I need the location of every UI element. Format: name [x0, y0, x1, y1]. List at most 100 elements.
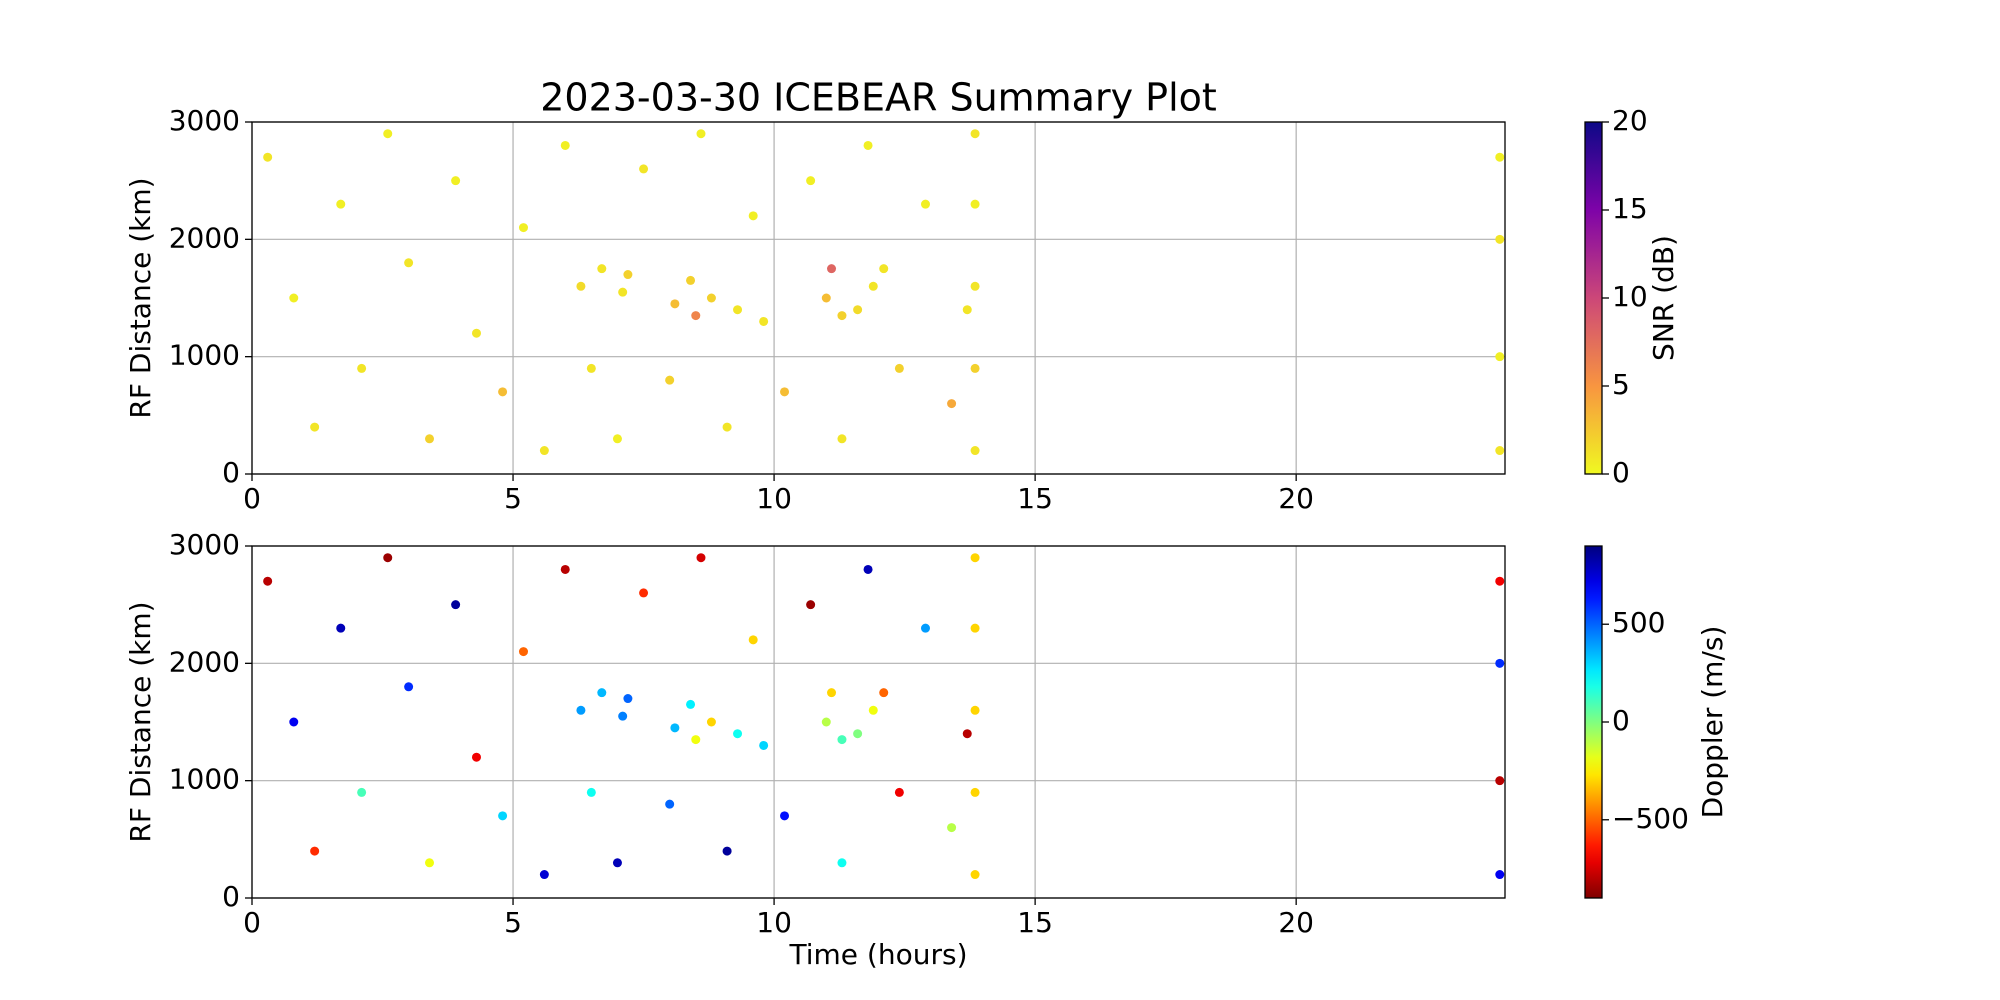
point [310, 422, 320, 432]
point [780, 811, 790, 821]
point [837, 858, 847, 868]
point [722, 846, 732, 856]
point [894, 787, 904, 797]
point [289, 293, 299, 303]
point [706, 293, 716, 303]
point [425, 434, 435, 444]
x-tick-label: 5 [504, 906, 522, 939]
point [539, 870, 549, 880]
point [451, 600, 461, 610]
point [970, 705, 980, 715]
point [597, 264, 607, 274]
point [670, 723, 680, 733]
point [837, 735, 847, 745]
point [623, 270, 633, 280]
point [623, 694, 633, 704]
point [686, 699, 696, 709]
x-tick-label: 10 [756, 906, 792, 939]
point [383, 129, 393, 139]
point [706, 717, 716, 727]
point [471, 328, 481, 338]
point [357, 363, 367, 373]
point [612, 858, 622, 868]
plot-frame [251, 545, 1506, 899]
point [383, 553, 393, 563]
point [586, 363, 596, 373]
point [970, 129, 980, 139]
point [560, 564, 570, 574]
point [879, 264, 889, 274]
plot-frame [251, 121, 1506, 475]
point [837, 311, 847, 321]
point [336, 199, 346, 209]
point [618, 711, 628, 721]
point [357, 787, 367, 797]
y-tick-label: 1000 [169, 339, 240, 372]
point [1495, 870, 1505, 880]
point [894, 363, 904, 373]
point [263, 152, 273, 162]
colorbar-tick-label: 15 [1612, 192, 1648, 225]
y-tick-label: 1000 [169, 763, 240, 796]
x-tick-label: 20 [1278, 482, 1314, 515]
point [970, 623, 980, 633]
point [691, 311, 701, 321]
x-axis-title: Time (hours) [789, 938, 968, 971]
point [970, 446, 980, 456]
point [947, 823, 957, 833]
point [618, 287, 628, 297]
point [806, 600, 816, 610]
point [1495, 352, 1505, 362]
point [665, 799, 675, 809]
point [404, 258, 414, 268]
point [748, 635, 758, 645]
colorbar-tick-label: 20 [1612, 104, 1648, 137]
point [560, 140, 570, 150]
point [639, 588, 649, 598]
point [806, 176, 816, 186]
point [970, 281, 980, 291]
x-tick-label: 0 [243, 906, 261, 939]
point [780, 387, 790, 397]
point [821, 717, 831, 727]
point [289, 717, 299, 727]
point [970, 553, 980, 563]
point [947, 399, 957, 409]
point [539, 446, 549, 456]
point [1495, 658, 1505, 668]
colorbar-tick-label: 10 [1612, 280, 1648, 313]
point [853, 729, 863, 739]
colorbar [1584, 121, 1603, 475]
point [471, 752, 481, 762]
point [696, 553, 706, 563]
point [670, 299, 680, 309]
chart-title: 2023-03-30 ICEBEAR Summary Plot [540, 76, 1217, 120]
colorbar [1584, 545, 1603, 899]
point [665, 375, 675, 385]
point [691, 735, 701, 745]
point [612, 434, 622, 444]
point [759, 316, 769, 326]
point [696, 129, 706, 139]
point [518, 223, 528, 233]
y-tick-label: 3000 [169, 104, 240, 137]
point [336, 623, 346, 633]
point [970, 787, 980, 797]
colorbar-tick-label: 5 [1612, 368, 1630, 401]
x-tick-label: 15 [1017, 482, 1053, 515]
y-tick-label: 3000 [169, 528, 240, 561]
point [920, 623, 930, 633]
point [576, 281, 586, 291]
point [863, 564, 873, 574]
point [868, 705, 878, 715]
point [821, 293, 831, 303]
point [404, 682, 414, 692]
colorbar-title: SNR (dB) [1647, 235, 1680, 361]
point [970, 363, 980, 373]
colorbar-title: Doppler (m/s) [1696, 626, 1729, 819]
point [597, 688, 607, 698]
point [518, 647, 528, 657]
point [962, 729, 972, 739]
point [451, 176, 461, 186]
colorbar-tick-label: −500 [1612, 802, 1689, 835]
